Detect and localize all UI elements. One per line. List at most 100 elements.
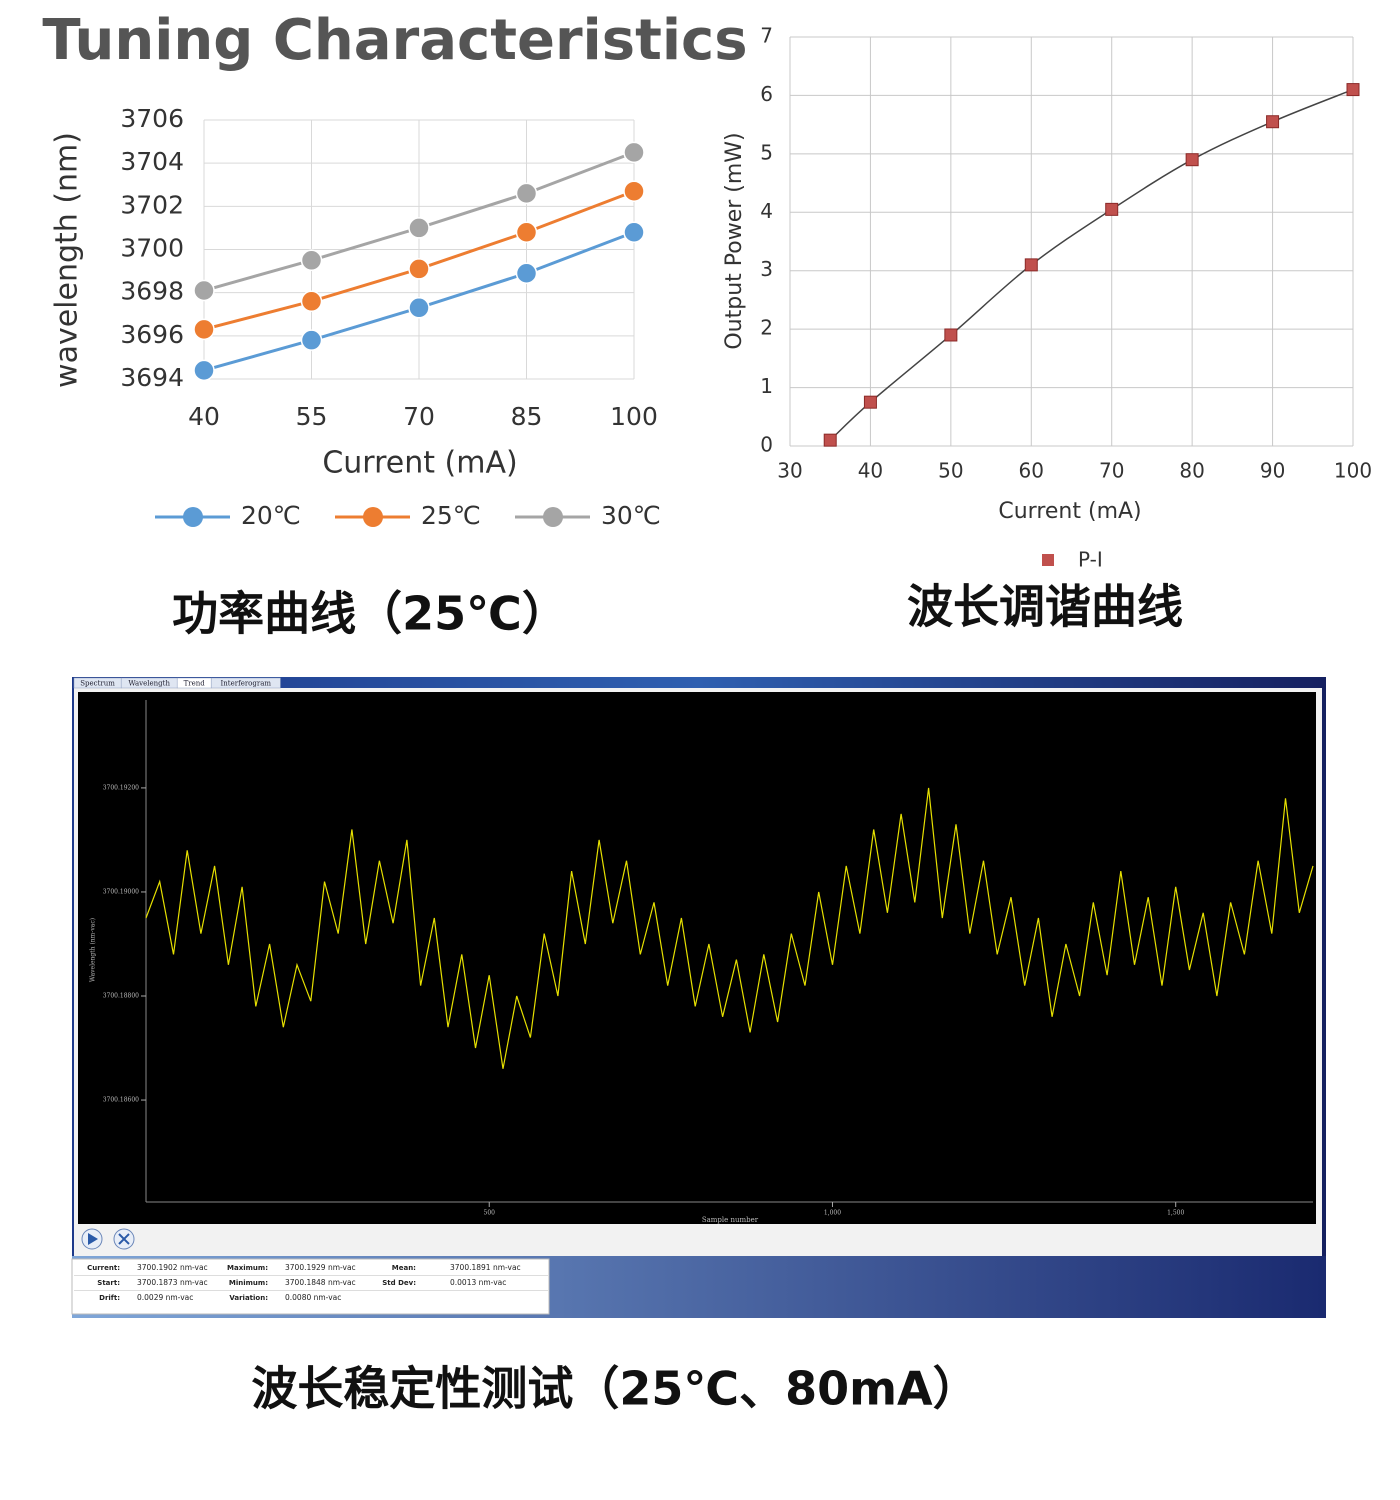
stat-value: 3700.1873 nm-vac <box>137 1278 208 1287</box>
data-point <box>300 249 323 272</box>
x-tick-label: 90 <box>1260 459 1285 483</box>
x-tick-label: 1,000 <box>824 1210 841 1217</box>
y-tick-label: 3700 <box>120 234 184 263</box>
x-tick-label: 70 <box>1099 459 1124 483</box>
legend-marker <box>183 507 203 527</box>
data-point <box>408 217 430 239</box>
data-point <box>623 221 645 243</box>
data-point <box>193 359 215 382</box>
tab-label: Trend <box>184 680 206 688</box>
x-tick-label: 100 <box>610 402 658 431</box>
y-axis-label: wavelength (nm) <box>50 132 85 388</box>
stat-value: 0.0013 nm-vac <box>450 1278 506 1287</box>
x-axis-label: Current (mA) <box>322 446 517 481</box>
data-point <box>823 433 837 447</box>
y-tick-label: 3700.19000 <box>103 888 139 895</box>
data-point <box>863 395 877 409</box>
y-tick-label: 5 <box>760 140 773 164</box>
y-tick-label: 4 <box>760 199 773 223</box>
data-point <box>300 290 323 313</box>
legend-label: 30℃ <box>601 501 661 530</box>
y-tick-label: 6 <box>760 82 773 106</box>
y-tick-label: 3700.18600 <box>103 1097 139 1104</box>
legend-marker <box>1042 554 1054 566</box>
data-point <box>623 141 645 164</box>
tab[interactable] <box>210 677 281 689</box>
legend-marker <box>363 507 383 527</box>
x-axis-label: Sample number <box>702 1216 759 1224</box>
x-tick-label: 55 <box>296 402 328 431</box>
data-point <box>1185 153 1199 167</box>
y-tick-label: 1 <box>760 374 773 398</box>
x-tick-label: 70 <box>403 402 435 431</box>
x-tick-label: 85 <box>511 402 543 431</box>
legend-label: P-I <box>1078 548 1103 572</box>
x-tick-label: 500 <box>484 1210 496 1217</box>
y-tick-label: 0 <box>760 433 773 457</box>
y-tick-label: 3 <box>760 257 773 281</box>
data-point <box>1105 202 1119 216</box>
stop-button[interactable] <box>113 1228 135 1250</box>
y-tick-label: 3700.19200 <box>103 784 139 791</box>
data-point <box>944 328 958 342</box>
stat-label: Minimum: <box>229 1279 268 1287</box>
data-point <box>515 262 538 284</box>
caption: 波长调谐曲线 <box>907 580 1183 634</box>
caption: 功率曲线（25℃） <box>172 587 568 641</box>
play-button[interactable] <box>81 1228 103 1250</box>
data-point <box>193 279 215 302</box>
x-axis-label: Current (mA) <box>998 499 1141 524</box>
legend-label: 25℃ <box>421 501 481 530</box>
stat-label: Variation: <box>229 1294 268 1302</box>
stat-value: 3700.1848 nm-vac <box>285 1278 356 1287</box>
y-tick-label: 7 <box>760 24 773 48</box>
data-point <box>193 318 215 341</box>
stat-label: Std Dev: <box>382 1279 416 1287</box>
stat-value: 0.0080 nm-vac <box>285 1293 341 1302</box>
caption: 波长稳定性测试（25℃、80mA） <box>251 1362 978 1416</box>
stat-label: Drift: <box>99 1294 120 1302</box>
chart-title: Tuning Characteristics <box>42 8 747 73</box>
x-tick-label: 80 <box>1179 459 1204 483</box>
x-tick-label: 40 <box>858 459 883 483</box>
y-tick-label: 3706 <box>120 104 184 133</box>
data-point <box>1024 258 1038 272</box>
stat-label: Start: <box>97 1279 120 1287</box>
plot-background <box>78 692 1316 1224</box>
data-point <box>300 329 323 351</box>
y-axis-label: Wavelength (nm-vac) <box>90 918 97 982</box>
x-tick-label: 40 <box>188 402 220 431</box>
y-tick-label: 3704 <box>120 147 184 176</box>
data-point <box>1266 115 1280 129</box>
stat-label: Mean: <box>392 1264 416 1272</box>
data-point <box>408 297 430 319</box>
stat-value: 3700.1891 nm-vac <box>450 1263 521 1272</box>
data-point <box>1346 83 1360 97</box>
trace-line <box>145 787 1314 1069</box>
stat-label: Current: <box>87 1264 120 1272</box>
stat-value: 3700.1902 nm-vac <box>137 1263 208 1272</box>
y-tick-label: 3700.18800 <box>103 992 139 999</box>
trend-line <box>829 88 1354 441</box>
x-tick-label: 30 <box>777 459 802 483</box>
x-tick-label: 1,500 <box>1167 1210 1184 1217</box>
stat-label: Maximum: <box>227 1264 268 1272</box>
tab-label: Wavelength <box>128 680 170 688</box>
x-tick-label: 60 <box>1019 459 1044 483</box>
x-tick-label: 50 <box>938 459 963 483</box>
y-tick-label: 3698 <box>120 277 184 306</box>
legend-label: 20℃ <box>241 501 301 530</box>
x-tick-label: 100 <box>1334 459 1372 483</box>
tab-label: Interferogram <box>221 680 272 688</box>
legend-marker <box>543 507 563 527</box>
data-point <box>515 182 538 205</box>
stat-value: 0.0029 nm-vac <box>137 1293 193 1302</box>
data-point <box>515 221 538 243</box>
tab-label: Spectrum <box>80 680 115 688</box>
y-tick-label: 3702 <box>120 190 184 219</box>
stats-table <box>71 1258 550 1315</box>
data-point <box>623 180 645 202</box>
stat-value: 3700.1929 nm-vac <box>285 1263 356 1272</box>
